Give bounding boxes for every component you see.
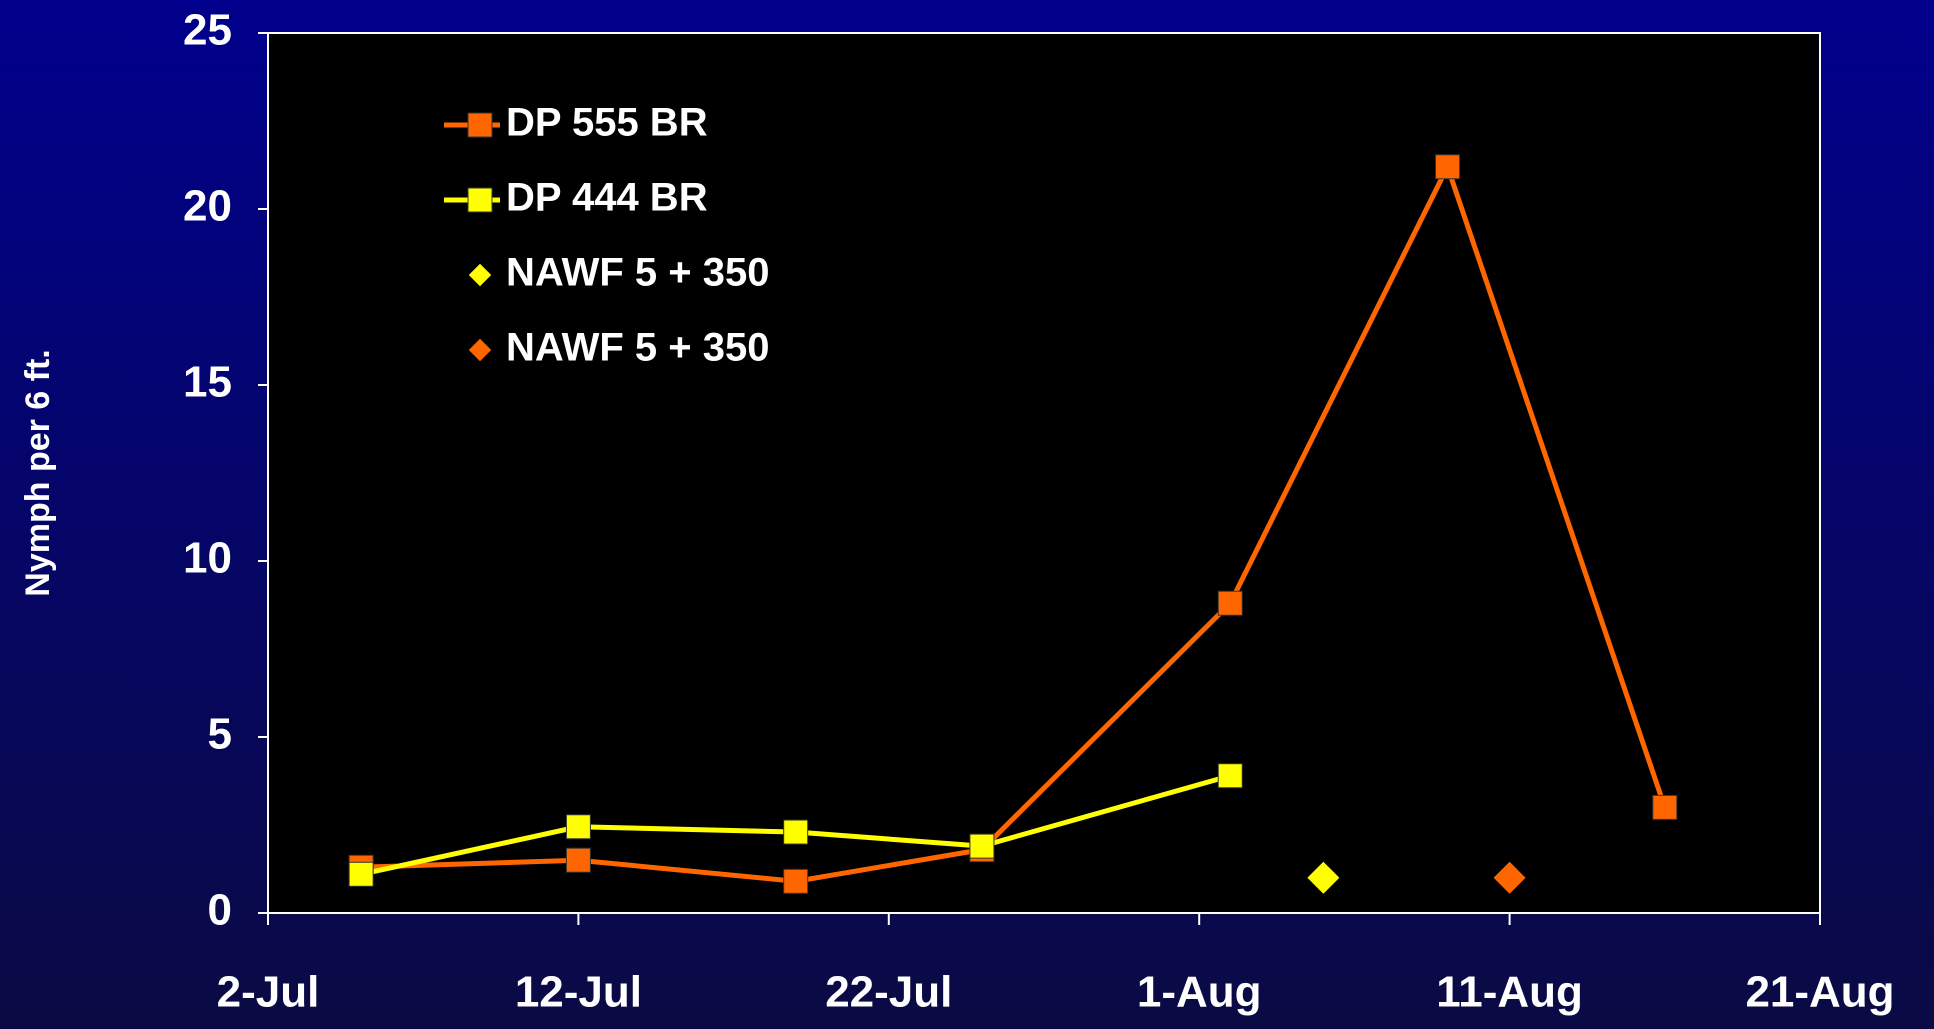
legend-marker [467, 187, 493, 213]
x-tick-label: 2-Jul [217, 968, 320, 1017]
y-tick-label: 5 [208, 710, 232, 759]
marker [565, 814, 591, 840]
marker [1435, 154, 1461, 180]
marker [1307, 861, 1340, 894]
legend-marker [467, 112, 493, 138]
plot-area [267, 32, 1821, 914]
y-tick-label: 20 [183, 182, 232, 231]
y-tick-label: 15 [183, 358, 232, 407]
marker [348, 861, 374, 887]
legend-label: DP 555 BR [506, 101, 708, 145]
legend-label: NAWF 5 + 350 [506, 326, 769, 370]
legend-label: DP 444 BR [506, 176, 708, 220]
legend-marker [468, 263, 492, 287]
legend-label: NAWF 5 + 350 [506, 251, 769, 295]
marker [783, 819, 809, 845]
y-tick-label: 0 [208, 886, 232, 935]
marker [1217, 590, 1243, 616]
x-tick-label: 11-Aug [1436, 968, 1583, 1017]
marker [1493, 861, 1526, 894]
legend-marker [468, 338, 492, 362]
x-tick-label: 12-Jul [515, 968, 642, 1017]
marker [1652, 794, 1678, 820]
y-axis-title: Nymph per 6 ft. [19, 349, 57, 596]
x-tick-label: 22-Jul [825, 968, 952, 1017]
marker [565, 847, 591, 873]
marker [783, 868, 809, 894]
marker [1217, 763, 1243, 789]
marker [969, 833, 995, 859]
x-tick-label: 1-Aug [1137, 968, 1262, 1017]
y-tick-label: 10 [183, 534, 232, 583]
x-tick-label: 21-Aug [1745, 968, 1894, 1017]
y-tick-label: 25 [183, 6, 232, 55]
